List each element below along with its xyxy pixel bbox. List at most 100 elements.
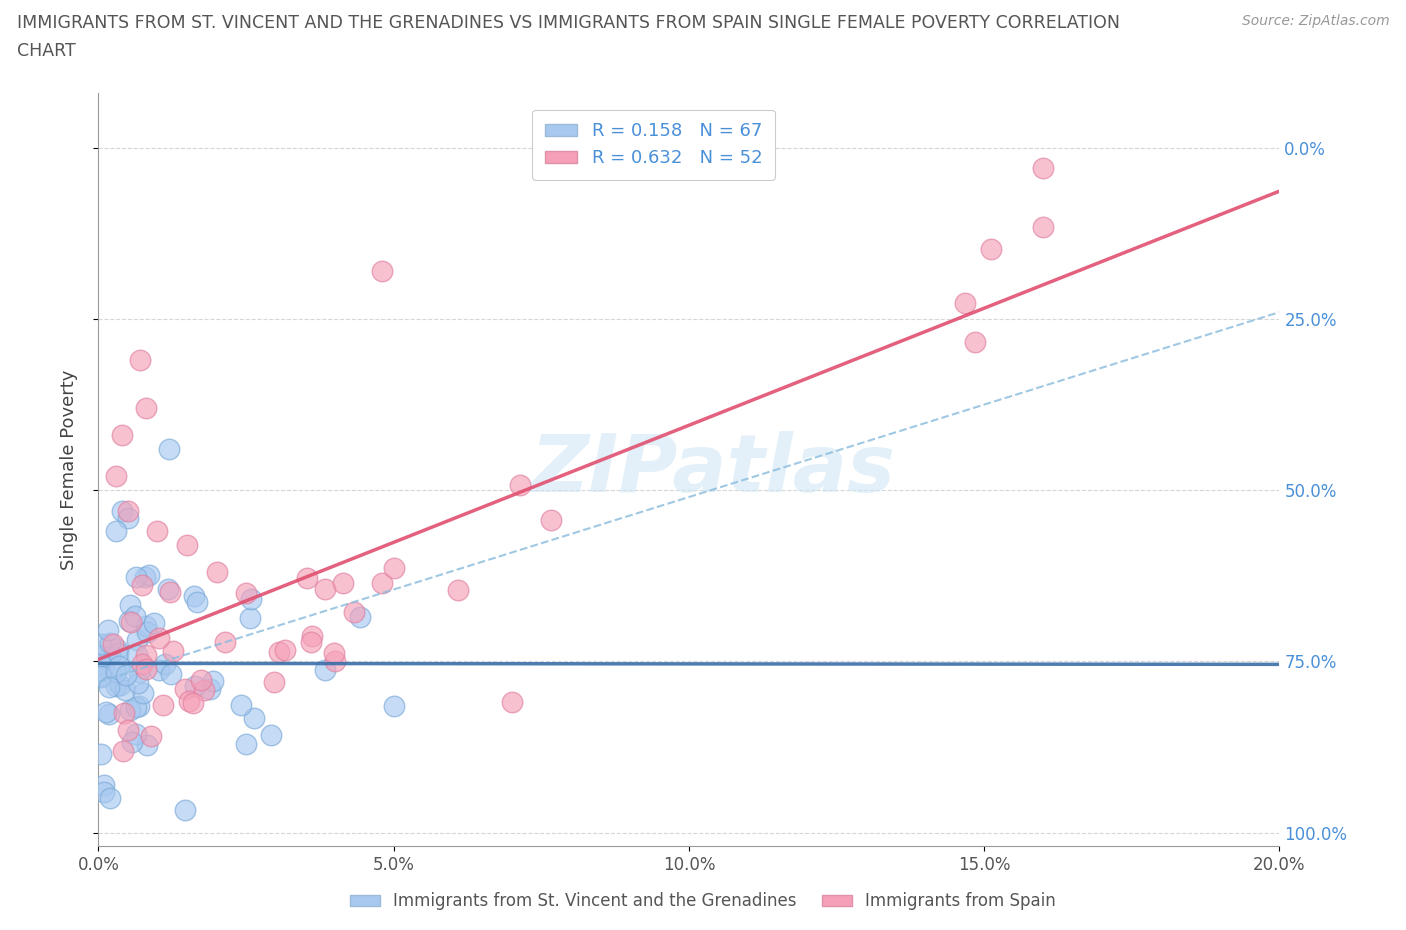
Point — [136, 737, 159, 752]
Point — [132, 685, 155, 700]
Point — [332, 576, 354, 591]
Text: CHART: CHART — [17, 42, 76, 60]
Point — [101, 636, 124, 651]
Point — [343, 604, 366, 619]
Point — [108, 658, 131, 673]
Point — [371, 576, 394, 591]
Point — [243, 711, 266, 725]
Point — [174, 803, 197, 817]
Point — [263, 674, 285, 689]
Point — [297, 571, 319, 586]
Point — [105, 642, 128, 657]
Point — [136, 625, 159, 640]
Point — [146, 524, 169, 538]
Point — [501, 695, 523, 710]
Point — [104, 679, 127, 694]
Point — [131, 657, 153, 671]
Point — [90, 670, 112, 684]
Point — [111, 428, 134, 443]
Y-axis label: Single Female Poverty: Single Female Poverty — [59, 369, 77, 570]
Point — [148, 631, 170, 645]
Point — [183, 589, 205, 604]
Point — [105, 469, 128, 484]
Point — [160, 667, 183, 682]
Point — [128, 699, 150, 714]
Point — [1032, 161, 1054, 176]
Point — [90, 657, 112, 671]
Point — [509, 477, 531, 492]
Point — [134, 569, 156, 584]
Point — [118, 598, 141, 613]
Point — [269, 644, 291, 659]
Point — [190, 673, 212, 688]
Point — [231, 698, 253, 712]
Point — [124, 608, 146, 623]
Point — [135, 618, 157, 633]
Text: IMMIGRANTS FROM ST. VINCENT AND THE GRENADINES VS IMMIGRANTS FROM SPAIN SINGLE F: IMMIGRANTS FROM ST. VINCENT AND THE GREN… — [17, 14, 1119, 32]
Point — [98, 647, 121, 662]
Point — [193, 683, 215, 698]
Text: ZIPatlas: ZIPatlas — [530, 431, 896, 509]
Point — [128, 352, 150, 367]
Point — [235, 586, 257, 601]
Point — [142, 616, 165, 631]
Point — [183, 678, 205, 693]
Legend: Immigrants from St. Vincent and the Grenadines, Immigrants from Spain: Immigrants from St. Vincent and the Gren… — [343, 885, 1063, 917]
Point — [128, 665, 150, 680]
Point — [125, 726, 148, 741]
Point — [382, 561, 405, 576]
Point — [117, 503, 139, 518]
Point — [201, 674, 224, 689]
Point — [173, 682, 195, 697]
Point — [112, 706, 135, 721]
Point — [314, 581, 336, 596]
Point — [98, 790, 121, 805]
Point — [97, 622, 120, 637]
Point — [93, 777, 115, 792]
Point — [953, 296, 976, 311]
Point — [117, 723, 139, 737]
Point — [93, 784, 115, 799]
Point — [111, 503, 134, 518]
Point — [138, 567, 160, 582]
Point — [205, 565, 228, 579]
Point — [98, 680, 121, 695]
Point — [135, 647, 157, 662]
Point — [131, 578, 153, 593]
Point — [93, 659, 115, 674]
Point — [118, 702, 141, 717]
Point — [214, 634, 236, 649]
Point — [114, 683, 136, 698]
Point — [349, 609, 371, 624]
Point — [121, 734, 143, 749]
Point — [159, 585, 181, 600]
Point — [135, 661, 157, 676]
Point — [447, 583, 470, 598]
Point — [105, 524, 128, 538]
Point — [90, 669, 112, 684]
Point — [117, 511, 139, 525]
Point — [125, 648, 148, 663]
Point — [153, 656, 176, 671]
Point — [118, 614, 141, 629]
Point — [148, 662, 170, 677]
Point — [157, 442, 180, 457]
Point — [181, 696, 204, 711]
Point — [540, 512, 562, 527]
Point — [322, 645, 344, 660]
Point — [239, 591, 262, 606]
Point — [94, 705, 117, 720]
Point — [97, 707, 120, 722]
Point — [299, 634, 322, 649]
Point — [135, 401, 157, 416]
Point — [260, 727, 283, 742]
Point — [90, 747, 112, 762]
Point — [198, 682, 221, 697]
Point — [1032, 219, 1054, 234]
Point — [107, 645, 129, 660]
Point — [156, 581, 179, 596]
Point — [176, 538, 198, 552]
Point — [115, 667, 138, 682]
Point — [90, 637, 112, 652]
Point — [139, 728, 162, 743]
